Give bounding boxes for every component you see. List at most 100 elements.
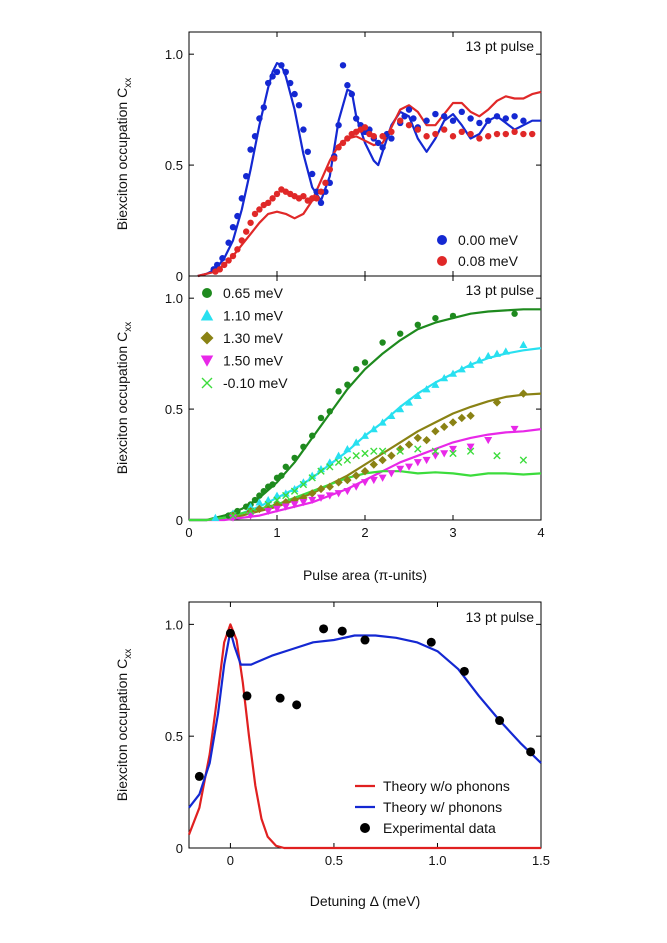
data-point <box>211 513 220 521</box>
data-point <box>292 700 302 710</box>
legend-label: 0.00 meV <box>458 232 519 248</box>
data-point <box>256 492 263 499</box>
data-point <box>493 130 501 138</box>
data-point <box>225 239 232 246</box>
data-point <box>322 188 329 195</box>
data-point <box>299 499 308 507</box>
data-point <box>414 126 421 133</box>
data-point <box>234 212 241 220</box>
data-point <box>404 440 414 449</box>
data-point <box>281 503 290 511</box>
data-point <box>343 456 352 464</box>
legend-label: -0.10 meV <box>223 375 288 391</box>
theory-curve <box>189 392 542 522</box>
data-point <box>194 771 204 781</box>
data-point <box>225 628 235 638</box>
data-point <box>216 266 223 273</box>
data-point <box>459 666 469 676</box>
y-tick-label: 0.5 <box>165 158 183 173</box>
data-point <box>401 113 408 120</box>
legend-swatch <box>360 823 370 833</box>
axis-ticks: 0 0.5 1.0 1.5 0 0.5 1.0 <box>165 602 550 868</box>
data-point <box>526 747 536 757</box>
data-point <box>493 451 501 460</box>
data-point <box>316 484 326 494</box>
data-point <box>475 356 484 364</box>
legend-label: 1.10 meV <box>223 308 284 324</box>
data-point <box>344 381 351 388</box>
axis-ticks: 0 1 2 3 4 0 0.5 1.0 <box>165 276 545 540</box>
data-point <box>458 128 465 136</box>
data-point <box>432 314 439 322</box>
data-point <box>343 475 352 485</box>
x-tick-label: 2 <box>361 525 368 540</box>
data-point <box>313 195 320 202</box>
data-point <box>308 496 317 505</box>
data-point <box>423 133 430 140</box>
data-point <box>265 199 272 206</box>
data-point <box>449 133 457 140</box>
data-point <box>370 133 377 140</box>
data-point <box>378 455 387 465</box>
data-point <box>369 460 378 469</box>
data-point <box>495 716 505 726</box>
data-point <box>264 500 272 509</box>
data-point <box>290 487 299 495</box>
data-point <box>251 210 259 218</box>
data-point <box>520 117 527 124</box>
data-point <box>448 418 458 427</box>
data-point <box>519 340 528 348</box>
data-point <box>313 188 320 195</box>
data-point <box>242 691 252 701</box>
data-point <box>353 115 360 122</box>
theory-curves <box>187 623 542 850</box>
data-point <box>269 73 276 80</box>
data-point <box>334 451 343 459</box>
data-point <box>352 438 361 446</box>
data-point <box>255 498 264 506</box>
data-point <box>337 626 347 636</box>
data-point <box>304 148 311 155</box>
data-point <box>440 422 449 431</box>
data-point <box>326 179 333 187</box>
data-point <box>476 135 483 142</box>
data-point <box>246 507 255 515</box>
data-point <box>353 365 360 373</box>
data-point <box>529 130 536 138</box>
data-point <box>387 451 396 460</box>
data-point <box>466 411 475 420</box>
data-point <box>501 347 510 355</box>
data-point <box>290 501 299 509</box>
data-point <box>352 483 361 491</box>
data-point <box>405 106 413 113</box>
data-point <box>282 463 289 470</box>
data-point <box>300 126 307 133</box>
data-point <box>396 405 405 413</box>
data-point <box>300 192 307 200</box>
data-point <box>287 79 294 87</box>
pulse-annotation: 13 pt pulse <box>466 282 535 298</box>
legend-swatch <box>200 331 214 345</box>
y-tick-label: 0.5 <box>165 729 183 744</box>
data-point <box>361 449 369 458</box>
data-point <box>519 389 528 398</box>
data-point <box>326 166 333 173</box>
data-point <box>457 413 466 423</box>
pulse-annotation: 13 pt pulse <box>466 38 535 54</box>
data-point <box>360 467 370 476</box>
y-tick-label: 0 <box>176 513 183 528</box>
data-point <box>397 330 404 337</box>
data-point <box>511 113 518 120</box>
data-point <box>423 117 430 124</box>
data-point <box>319 624 329 634</box>
data-point <box>432 130 439 138</box>
data-point <box>225 512 232 519</box>
data-point <box>441 113 448 120</box>
data-point <box>449 369 457 377</box>
data-point <box>440 374 449 382</box>
data-point <box>352 471 361 480</box>
data-point <box>449 312 457 320</box>
data-point <box>413 433 422 443</box>
data-point <box>278 472 285 479</box>
x-tick-label: 0.5 <box>325 853 343 868</box>
